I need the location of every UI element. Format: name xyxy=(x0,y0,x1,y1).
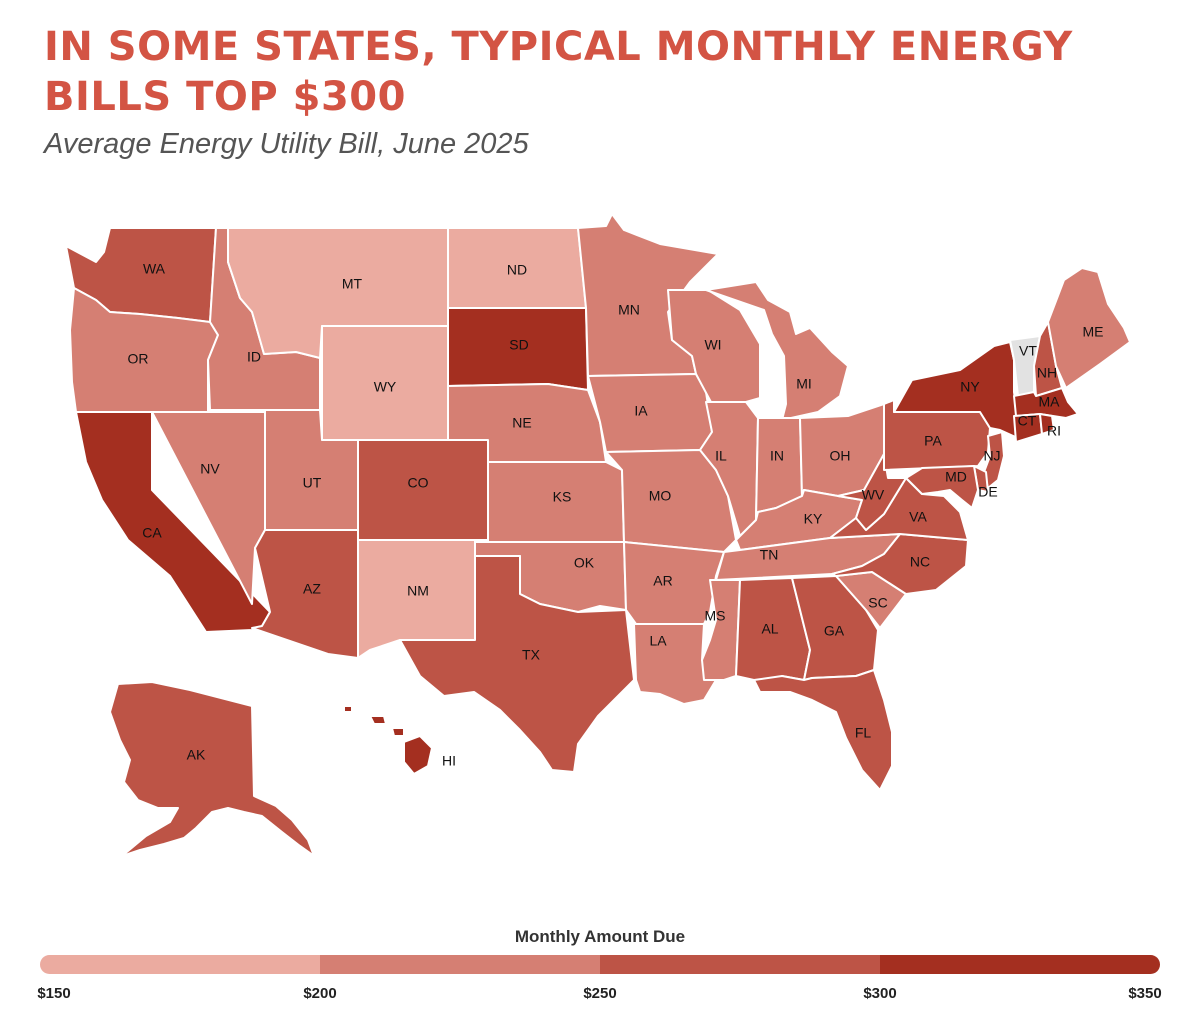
state-label-sd: SD xyxy=(509,337,528,353)
state-label-nm: NM xyxy=(407,583,429,599)
legend-segment-3 xyxy=(880,955,1160,974)
legend-segment-1 xyxy=(320,955,600,974)
state-label-id: ID xyxy=(247,349,261,365)
state-label-ak: AK xyxy=(187,747,206,763)
state-label-tn: TN xyxy=(760,547,779,563)
state-label-nc: NC xyxy=(910,554,930,570)
state-fl xyxy=(753,669,893,791)
state-label-ky: KY xyxy=(804,511,823,527)
legend-segment-2 xyxy=(600,955,880,974)
state-label-ar: AR xyxy=(653,573,672,589)
state-label-ca: CA xyxy=(142,525,162,541)
legend-segment-0 xyxy=(40,955,320,974)
state-md xyxy=(905,465,979,509)
state-label-va: VA xyxy=(909,509,927,525)
state-label-fl: FL xyxy=(855,725,872,741)
state-label-nj: NJ xyxy=(983,448,1000,464)
state-label-la: LA xyxy=(649,633,667,649)
state-label-sc: SC xyxy=(868,595,887,611)
state-label-mo: MO xyxy=(649,488,672,504)
state-label-de: DE xyxy=(978,484,997,500)
legend-tick-label: $200 xyxy=(303,985,337,1002)
state-label-co: CO xyxy=(408,475,429,491)
legend-ticks: $150 $200 $250 $300 $350 xyxy=(37,985,1162,1005)
state-hi xyxy=(343,705,433,775)
state-mi xyxy=(705,281,849,421)
legend-tick-label: $250 xyxy=(583,985,617,1002)
state-label-wa: WA xyxy=(143,261,166,277)
state-label-wy: WY xyxy=(374,379,397,395)
state-label-ct: CT xyxy=(1018,413,1037,429)
state-label-nd: ND xyxy=(507,262,527,278)
state-label-ms: MS xyxy=(705,608,726,624)
state-label-il: IL xyxy=(715,448,727,464)
legend-tick-label: $150 xyxy=(37,985,71,1002)
state-label-ri: RI xyxy=(1047,423,1061,439)
state-label-ia: IA xyxy=(634,403,648,419)
state-ia xyxy=(587,373,713,453)
state-label-ut: UT xyxy=(303,475,322,491)
state-tx xyxy=(399,555,635,773)
state-label-al: AL xyxy=(761,621,778,637)
state-label-vt: VT xyxy=(1019,343,1037,359)
state-label-pa: PA xyxy=(924,433,942,449)
state-ca xyxy=(75,411,271,633)
state-label-md: MD xyxy=(945,469,967,485)
state-label-or: OR xyxy=(128,351,149,367)
state-label-az: AZ xyxy=(303,581,321,597)
state-label-mt: MT xyxy=(342,276,363,292)
state-label-mn: MN xyxy=(618,302,640,318)
legend-color-bar xyxy=(40,955,1160,974)
state-label-ma: MA xyxy=(1039,394,1061,410)
state-wv xyxy=(837,453,907,531)
state-label-ga: GA xyxy=(824,623,845,639)
legend-title: Monthly Amount Due xyxy=(514,927,686,946)
state-label-me: ME xyxy=(1083,324,1104,340)
legend-tick-label: $300 xyxy=(863,985,897,1002)
state-ny xyxy=(893,341,1023,441)
state-label-tx: TX xyxy=(522,647,541,663)
state-label-nv: NV xyxy=(200,461,220,477)
state-label-wi: WI xyxy=(704,337,721,353)
state-nj xyxy=(983,431,1005,489)
state-label-ks: KS xyxy=(553,489,572,505)
state-label-nh: NH xyxy=(1037,365,1057,381)
state-label-hi: HI xyxy=(442,753,456,769)
state-label-in: IN xyxy=(770,448,784,464)
state-label-ok: OK xyxy=(574,555,595,571)
state-nc xyxy=(831,533,969,595)
state-label-ny: NY xyxy=(960,379,980,395)
chart-subtitle: Average Energy Utility Bill, June 2025 xyxy=(44,128,529,160)
state-la xyxy=(633,623,717,705)
state-label-oh: OH xyxy=(830,448,851,464)
state-label-wv: WV xyxy=(862,487,885,503)
state-me xyxy=(1047,267,1131,389)
state-il xyxy=(699,401,759,537)
state-ak xyxy=(109,681,315,857)
state-ri xyxy=(1039,413,1055,435)
state-label-mi: MI xyxy=(796,376,812,392)
legend-tick-label: $350 xyxy=(1128,985,1162,1002)
state-label-ne: NE xyxy=(512,415,531,431)
chart-title: IN SOME STATES, TYPICAL MONTHLY ENERGY B… xyxy=(44,24,1073,120)
